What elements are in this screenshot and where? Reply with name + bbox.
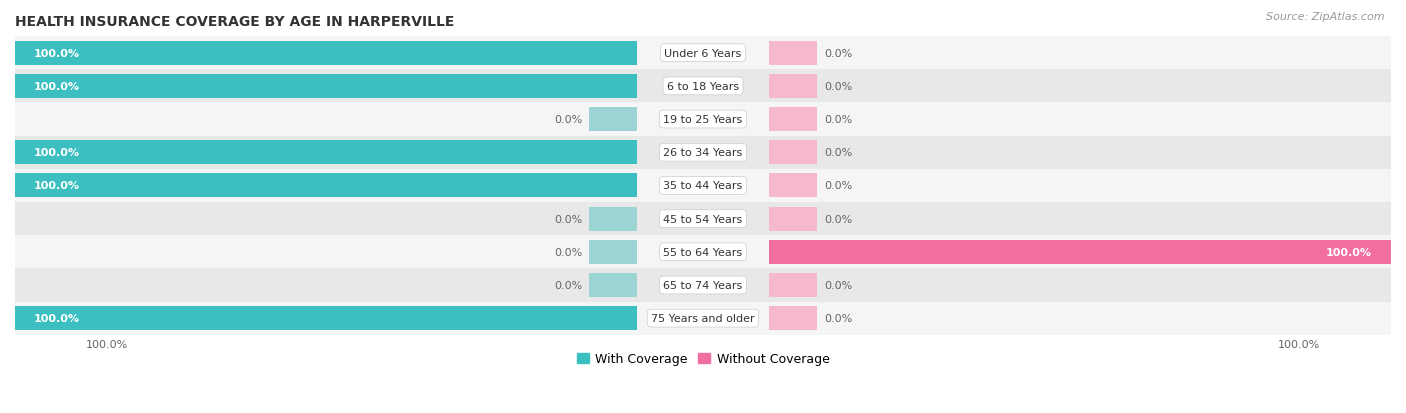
Text: 0.0%: 0.0% xyxy=(824,214,852,224)
Text: 45 to 54 Years: 45 to 54 Years xyxy=(664,214,742,224)
Bar xyxy=(769,42,817,66)
Text: 100.0%: 100.0% xyxy=(34,49,80,59)
Bar xyxy=(15,42,637,66)
Bar xyxy=(589,240,637,264)
Text: 0.0%: 0.0% xyxy=(824,148,852,158)
Bar xyxy=(15,75,637,99)
Bar xyxy=(15,174,637,198)
Bar xyxy=(15,70,1391,103)
Bar xyxy=(15,169,1391,202)
Bar xyxy=(589,207,637,231)
Bar xyxy=(769,75,817,99)
Bar xyxy=(15,269,1391,302)
Text: 35 to 44 Years: 35 to 44 Years xyxy=(664,181,742,191)
Bar xyxy=(589,273,637,297)
Text: 26 to 34 Years: 26 to 34 Years xyxy=(664,148,742,158)
Text: 55 to 64 Years: 55 to 64 Years xyxy=(664,247,742,257)
Text: 0.0%: 0.0% xyxy=(554,280,582,290)
Text: 0.0%: 0.0% xyxy=(824,115,852,125)
Bar xyxy=(769,273,817,297)
Bar xyxy=(15,236,1391,269)
Text: 65 to 74 Years: 65 to 74 Years xyxy=(664,280,742,290)
Bar xyxy=(15,141,637,165)
Text: 19 to 25 Years: 19 to 25 Years xyxy=(664,115,742,125)
Bar xyxy=(15,302,1391,335)
Text: 0.0%: 0.0% xyxy=(824,49,852,59)
Bar xyxy=(769,174,817,198)
Text: 0.0%: 0.0% xyxy=(824,181,852,191)
Bar xyxy=(15,37,1391,70)
Bar xyxy=(15,103,1391,136)
Text: Under 6 Years: Under 6 Years xyxy=(665,49,741,59)
Bar xyxy=(769,108,817,132)
Text: 0.0%: 0.0% xyxy=(554,214,582,224)
Bar xyxy=(769,306,817,330)
Text: 6 to 18 Years: 6 to 18 Years xyxy=(666,82,740,92)
Text: 100.0%: 100.0% xyxy=(86,339,128,349)
Text: 0.0%: 0.0% xyxy=(824,313,852,323)
Bar xyxy=(15,136,1391,169)
Bar xyxy=(15,306,637,330)
Text: 100.0%: 100.0% xyxy=(34,181,80,191)
Legend: With Coverage, Without Coverage: With Coverage, Without Coverage xyxy=(572,347,834,370)
Text: 0.0%: 0.0% xyxy=(824,280,852,290)
Text: 75 Years and older: 75 Years and older xyxy=(651,313,755,323)
Text: 100.0%: 100.0% xyxy=(34,82,80,92)
Bar xyxy=(769,141,817,165)
Text: Source: ZipAtlas.com: Source: ZipAtlas.com xyxy=(1267,12,1385,22)
Bar xyxy=(589,108,637,132)
Text: 0.0%: 0.0% xyxy=(824,82,852,92)
Text: HEALTH INSURANCE COVERAGE BY AGE IN HARPERVILLE: HEALTH INSURANCE COVERAGE BY AGE IN HARP… xyxy=(15,15,454,29)
Bar xyxy=(15,202,1391,236)
Text: 100.0%: 100.0% xyxy=(34,148,80,158)
Text: 100.0%: 100.0% xyxy=(1326,247,1372,257)
Text: 0.0%: 0.0% xyxy=(554,247,582,257)
Text: 0.0%: 0.0% xyxy=(554,115,582,125)
Bar xyxy=(769,240,1391,264)
Bar xyxy=(769,207,817,231)
Text: 100.0%: 100.0% xyxy=(1278,339,1320,349)
Text: 100.0%: 100.0% xyxy=(34,313,80,323)
